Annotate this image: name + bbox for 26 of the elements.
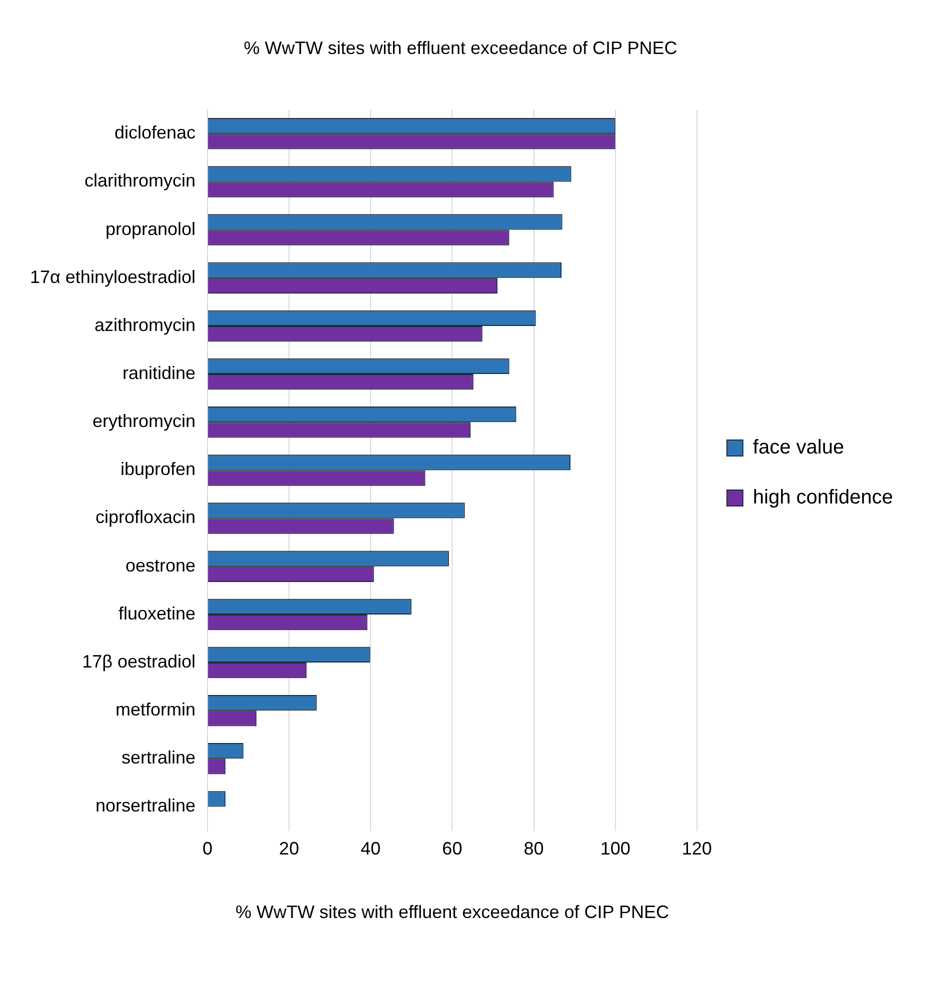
y-tick-label: azithromycin (94, 314, 196, 335)
legend-label: high confidence (752, 486, 893, 509)
y-tick-label: sertraline (121, 748, 196, 768)
y-tick-label: metformin (115, 700, 196, 720)
chart-title: % WwTW sites with effluent exceedance of CIP PNEC (244, 38, 678, 58)
y-tick-label: 17β oestradiol (82, 651, 196, 672)
y-tick-label: 17α ethinyloestradiol (30, 266, 196, 287)
y-tick-label: erythromycin (92, 411, 196, 432)
x-tick-label: 80 (524, 838, 544, 859)
x-tick-label: 40 (360, 838, 381, 859)
y-tick-label: ibuprofen (120, 459, 196, 480)
x-tick-label: 20 (279, 838, 300, 859)
x-axis-title: % WwTW sites with effluent exceedance of CIP PNEC (235, 902, 669, 922)
y-tick-label: propranolol (105, 218, 196, 239)
y-tick-label: ciprofloxacin (95, 507, 196, 528)
legend-label: face value (752, 436, 844, 459)
x-tick-label: 60 (442, 838, 462, 859)
y-tick-label: diclofenac (114, 122, 196, 143)
y-tick-label: norsertraline (95, 796, 196, 816)
x-tick-label: 120 (682, 838, 712, 859)
x-tick-label: 100 (600, 838, 630, 859)
y-tick-label: oestrone (125, 555, 196, 576)
y-tick-label: clarithromycin (84, 170, 196, 191)
x-tick-label: 0 (202, 838, 213, 859)
y-tick-label: ranitidine (122, 363, 196, 384)
y-tick-label: fluoxetine (118, 603, 196, 624)
